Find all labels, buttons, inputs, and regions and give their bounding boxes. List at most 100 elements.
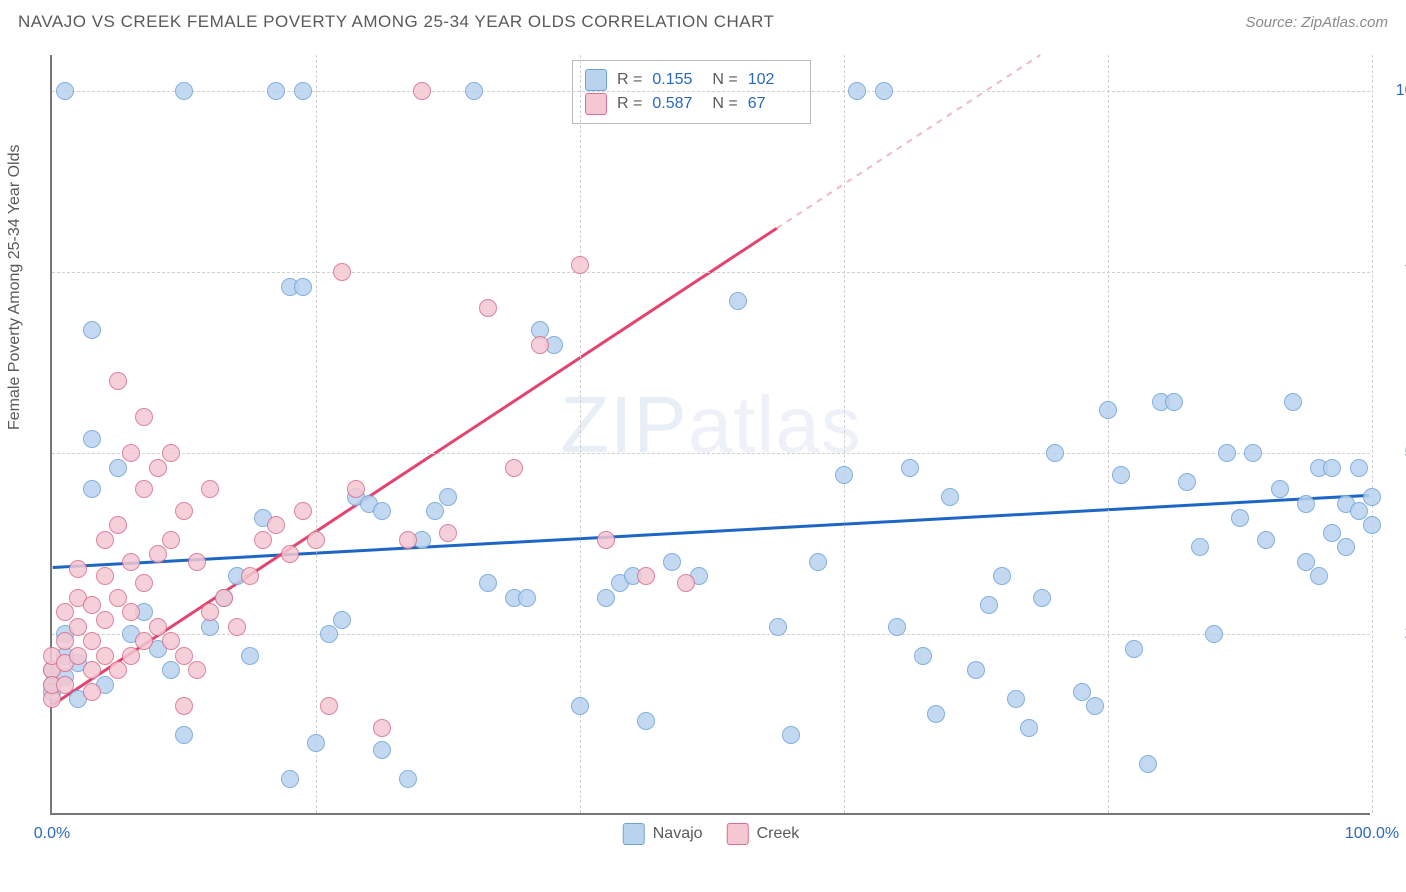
r-value-creek: 0.587: [652, 95, 702, 113]
data-point: [294, 82, 312, 100]
r-value-navajo: 0.155: [652, 71, 702, 89]
data-point: [83, 632, 101, 650]
legend-label-creek: Creek: [757, 825, 800, 843]
trend-lines-layer: [52, 55, 1370, 813]
y-tick-label: 50.0%: [1380, 444, 1406, 462]
gridline-h: [52, 91, 1370, 92]
r-label: R =: [617, 71, 642, 89]
legend-item-creek: Creek: [727, 823, 800, 845]
data-point: [56, 632, 74, 650]
legend-swatch-navajo: [623, 823, 645, 845]
trend-line: [53, 495, 1370, 567]
data-point: [426, 502, 444, 520]
r-label: R =: [617, 95, 642, 113]
data-point: [980, 596, 998, 614]
data-point: [188, 553, 206, 571]
data-point: [373, 502, 391, 520]
data-point: [175, 726, 193, 744]
data-point: [1178, 473, 1196, 491]
data-point: [135, 632, 153, 650]
data-point: [571, 256, 589, 274]
data-point: [96, 567, 114, 585]
legend-swatch-creek: [727, 823, 749, 845]
source-label: Source: ZipAtlas.com: [1245, 14, 1388, 31]
data-point: [162, 531, 180, 549]
data-point: [201, 480, 219, 498]
data-point: [109, 516, 127, 534]
data-point: [201, 603, 219, 621]
y-tick-label: 100.0%: [1380, 82, 1406, 100]
data-point: [769, 618, 787, 636]
data-point: [373, 741, 391, 759]
watermark: ZIPatlas: [560, 379, 861, 471]
data-point: [637, 567, 655, 585]
data-point: [1007, 690, 1025, 708]
data-point: [1363, 488, 1381, 506]
data-point: [267, 82, 285, 100]
data-point: [941, 488, 959, 506]
data-point: [1284, 393, 1302, 411]
data-point: [875, 82, 893, 100]
data-point: [109, 372, 127, 390]
data-point: [294, 278, 312, 296]
data-point: [162, 661, 180, 679]
data-point: [439, 488, 457, 506]
data-point: [835, 466, 853, 484]
data-point: [1099, 401, 1117, 419]
n-label: N =: [712, 95, 737, 113]
gridline-v: [844, 55, 845, 813]
data-point: [175, 647, 193, 665]
data-point: [135, 480, 153, 498]
stats-row-navajo: R = 0.155 N = 102: [585, 69, 798, 91]
data-point: [69, 647, 87, 665]
x-tick-label: 0.0%: [34, 825, 70, 843]
data-point: [505, 459, 523, 477]
data-point: [1310, 567, 1328, 585]
data-point: [96, 647, 114, 665]
data-point: [1350, 502, 1368, 520]
data-point: [531, 336, 549, 354]
data-point: [1218, 444, 1236, 462]
data-point: [1244, 444, 1262, 462]
data-point: [1337, 538, 1355, 556]
data-point: [637, 712, 655, 730]
data-point: [96, 531, 114, 549]
data-point: [228, 618, 246, 636]
data-point: [56, 603, 74, 621]
data-point: [254, 531, 272, 549]
data-point: [1073, 683, 1091, 701]
data-point: [729, 292, 747, 310]
data-point: [215, 589, 233, 607]
data-point: [479, 299, 497, 317]
data-point: [597, 531, 615, 549]
chart-header: NAVAJO VS CREEK FEMALE POVERTY AMONG 25-…: [18, 12, 1388, 32]
data-point: [1191, 538, 1209, 556]
data-point: [782, 726, 800, 744]
data-point: [518, 589, 536, 607]
data-point: [1271, 480, 1289, 498]
chart-title: NAVAJO VS CREEK FEMALE POVERTY AMONG 25-…: [18, 12, 774, 32]
data-point: [281, 545, 299, 563]
stats-row-creek: R = 0.587 N = 67: [585, 93, 798, 115]
data-point: [465, 82, 483, 100]
data-point: [1231, 509, 1249, 527]
data-point: [83, 321, 101, 339]
data-point: [109, 589, 127, 607]
data-point: [122, 647, 140, 665]
data-point: [83, 661, 101, 679]
data-point: [439, 524, 457, 542]
data-point: [294, 502, 312, 520]
data-point: [347, 480, 365, 498]
swatch-creek: [585, 93, 607, 115]
data-point: [109, 661, 127, 679]
data-point: [109, 459, 127, 477]
data-point: [320, 625, 338, 643]
gridline-v: [1372, 55, 1373, 813]
data-point: [162, 444, 180, 462]
data-point: [135, 408, 153, 426]
data-point: [1139, 755, 1157, 773]
data-point: [677, 574, 695, 592]
plot-area: ZIPatlas R = 0.155 N = 102 R = 0.587 N =…: [50, 55, 1370, 815]
data-point: [399, 770, 417, 788]
data-point: [175, 502, 193, 520]
